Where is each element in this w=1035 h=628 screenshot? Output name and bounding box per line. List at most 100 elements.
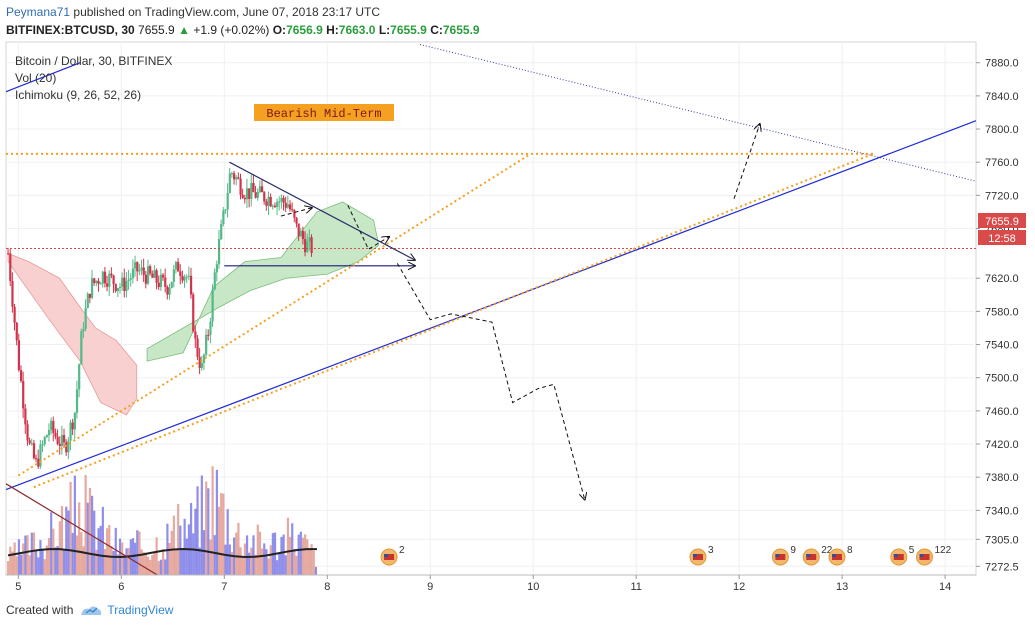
volume-ma-line	[7, 547, 317, 558]
l-value: 7655.9	[390, 23, 427, 37]
candle-body	[248, 188, 251, 199]
candle-body	[28, 440, 31, 444]
us-flag-icon	[775, 554, 786, 560]
volume-bar	[140, 549, 143, 575]
candle-body	[140, 267, 143, 271]
c-label: C:	[430, 23, 443, 37]
author-link[interactable]: Peymana71	[6, 5, 71, 19]
annotation-text: Bearish Mid-Term	[266, 107, 381, 121]
trendline-drawing[interactable]	[5, 62, 81, 93]
dotted-drawing[interactable]	[419, 44, 977, 182]
candle-body	[170, 281, 173, 288]
candle-body	[136, 262, 139, 272]
price-axis[interactable]: 7880.07840.07800.07760.07720.07680.07620…	[976, 58, 1019, 574]
candle-body	[80, 331, 83, 365]
candle-body	[278, 201, 281, 203]
candle-body	[209, 321, 212, 335]
volume-bar	[217, 506, 221, 575]
y-tick-label: 7720.0	[985, 190, 1019, 202]
candle-body	[254, 192, 257, 198]
volume-bar	[168, 542, 171, 575]
volume-bar	[286, 517, 290, 575]
candle-body	[90, 278, 94, 298]
y-tick-label: 7340.0	[985, 505, 1019, 517]
fib-drawing[interactable]	[17, 154, 529, 477]
volume-bar	[56, 546, 59, 575]
volume-bar	[88, 487, 92, 575]
volume-bar	[110, 546, 113, 575]
candle-body	[15, 322, 18, 341]
x-tick-label: 12	[733, 581, 745, 593]
candle-body	[267, 196, 270, 206]
legend-ichimoku[interactable]: Ichimoku (9, 26, 52, 26)	[15, 88, 141, 102]
candle-body	[60, 435, 64, 447]
volume-bar	[26, 535, 29, 575]
us-flag-canton	[384, 554, 389, 557]
candle-body	[299, 231, 302, 237]
volume-bar	[65, 506, 68, 575]
countdown-tag	[978, 230, 1026, 245]
volume-bar	[258, 531, 262, 575]
candle-body	[157, 282, 160, 288]
candle-body	[241, 194, 244, 198]
symbol-change: +1.9 (+0.02%)	[193, 23, 270, 37]
volume-bar	[84, 475, 87, 575]
candle-body	[116, 288, 120, 292]
candle-body	[73, 412, 76, 430]
volume-bar	[254, 554, 257, 575]
ichimoku-cloud	[7, 201, 380, 416]
volume-bar	[114, 527, 117, 575]
candle-body	[306, 241, 309, 253]
candle-body	[273, 205, 277, 207]
volume-bar	[41, 548, 44, 575]
legend-vol[interactable]: Vol (20)	[15, 71, 56, 85]
candle-body	[252, 183, 255, 193]
candle-body	[118, 286, 122, 289]
us-flag-canton	[893, 554, 898, 557]
candle-body	[207, 334, 210, 336]
forecast-drawing[interactable]	[280, 208, 312, 217]
candle-body	[162, 274, 165, 278]
candle-body	[308, 237, 311, 242]
symbol-line: BITFINEX:BTCUSD, 30 7655.9 ▲ +1.9 (+0.02…	[6, 23, 480, 37]
candle-body	[233, 173, 236, 180]
candle-body	[71, 422, 74, 430]
volume-bar	[256, 524, 259, 575]
volume-bar	[127, 547, 130, 575]
candle-body	[82, 328, 85, 332]
volume-bar	[47, 537, 51, 575]
volume-bar	[162, 549, 165, 575]
candle-body	[269, 196, 272, 207]
volume-bar	[75, 535, 79, 575]
trendline-drawing[interactable]	[5, 483, 158, 576]
footer: Created with TradingView	[6, 603, 173, 617]
candle-body	[110, 273, 113, 276]
forecast-drawing[interactable]	[396, 263, 584, 499]
cloud-bullish	[146, 201, 380, 362]
us-flag-icon	[919, 554, 930, 560]
time-axis[interactable]: 5 6 7 8 9 10 11 12 13 14	[6, 574, 976, 593]
candle-body	[125, 281, 128, 291]
volume-bar	[174, 548, 178, 575]
candle-body	[288, 204, 292, 210]
candle-body	[35, 458, 38, 460]
trendline-drawing[interactable]	[5, 120, 977, 491]
volume-bar	[297, 534, 300, 575]
forecast-drawing[interactable]	[733, 124, 760, 199]
volume-bar	[189, 502, 193, 575]
candle-body	[205, 334, 208, 355]
candle-body	[284, 202, 287, 208]
y-tick-label: 7620.0	[985, 273, 1019, 285]
forecast-drawing[interactable]	[347, 205, 389, 250]
annotation-box[interactable]	[254, 104, 394, 121]
volume-bar	[7, 561, 10, 575]
tradingview-link[interactable]: TradingView	[79, 603, 173, 617]
candle-body	[211, 289, 214, 322]
fib-drawing[interactable]	[33, 152, 874, 489]
candle-body	[280, 197, 283, 202]
y-tick-label: 7580.0	[985, 306, 1019, 318]
volume-bar	[153, 551, 156, 575]
volume-bar	[17, 539, 21, 575]
y-tick-label: 7800.0	[985, 124, 1019, 136]
